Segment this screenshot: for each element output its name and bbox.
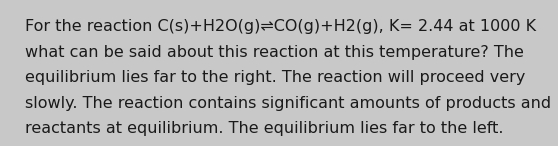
Text: what can be said about this reaction at this temperature? The: what can be said about this reaction at …	[25, 45, 524, 60]
Text: For the reaction C(s)+H2O(g)⇌CO(g)+H2(g), K= 2.44 at 1000 K: For the reaction C(s)+H2O(g)⇌CO(g)+H2(g)…	[25, 19, 536, 34]
Text: equilibrium lies far to the right. The reaction will proceed very: equilibrium lies far to the right. The r…	[25, 70, 526, 85]
Text: reactants at equilibrium. The equilibrium lies far to the left.: reactants at equilibrium. The equilibriu…	[25, 121, 504, 136]
Text: slowly. The reaction contains significant amounts of products and: slowly. The reaction contains significan…	[25, 96, 551, 111]
